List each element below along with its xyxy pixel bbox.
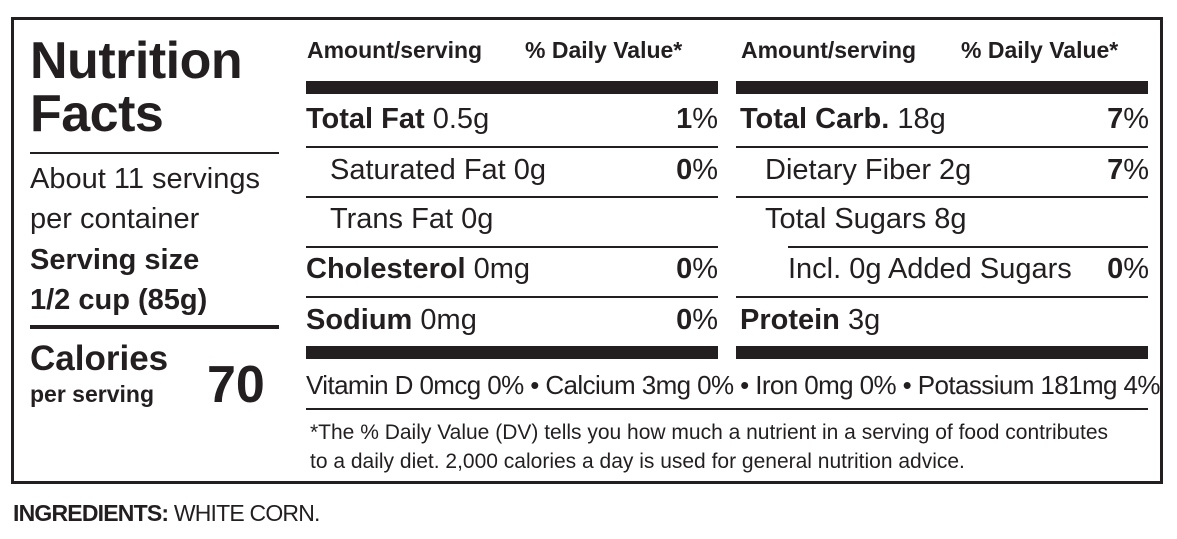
left-header-amount: Amount/serving xyxy=(307,37,483,63)
pct-dietary-fiber: 7% xyxy=(1107,154,1149,186)
row-trans-fat: Trans Fat 0g xyxy=(330,203,494,235)
row-added-sugars: Incl. 0g Added Sugars xyxy=(788,253,1072,285)
title-facts: Facts xyxy=(30,85,164,143)
divider xyxy=(306,196,718,198)
nutrient-amount: 0.5g xyxy=(432,103,490,135)
row-sodium: Sodium 0mg xyxy=(306,304,477,337)
divider xyxy=(30,152,279,154)
micronutrients: Vitamin D 0mcg 0% • Calcium 3mg 0% • Iro… xyxy=(306,370,1161,400)
row-saturated-fat: Saturated Fat 0g xyxy=(330,154,547,186)
nutrition-facts-panel xyxy=(11,17,1163,484)
nutrient-name: Total Carb. xyxy=(740,103,890,135)
row-cholesterol: Cholesterol 0mg xyxy=(306,253,530,286)
ingredients-value: WHITE CORN. xyxy=(173,500,321,526)
servings-per-container-2: per container xyxy=(30,203,200,235)
row-total-carb: Total Carb. 18g xyxy=(740,103,946,136)
pct-added-sugars: 0% xyxy=(1107,253,1149,285)
servings-per-container-1: About 11 servings xyxy=(30,163,260,195)
nutrient-name: Total Fat xyxy=(306,103,425,135)
serving-size-label: Serving size xyxy=(30,244,200,276)
divider xyxy=(30,325,279,329)
pct-total-fat: 1% xyxy=(676,103,718,135)
nutrient-amount: 0mg xyxy=(420,304,477,336)
nutrient-amount: 3g xyxy=(847,304,881,336)
footnote-line-1: *The % Daily Value (DV) tells you how mu… xyxy=(310,421,1108,444)
nutrient-amount: 18g xyxy=(897,103,946,135)
ingredients: INGREDIENTS: WHITE CORN. xyxy=(13,500,320,527)
title-nutrition: Nutrition xyxy=(30,32,243,90)
divider xyxy=(788,246,1148,248)
thick-bar xyxy=(306,81,718,94)
calories-label: Calories xyxy=(30,339,169,378)
pct-total-carb: 7% xyxy=(1107,103,1149,135)
row-total-fat: Total Fat 0.5g xyxy=(306,103,489,136)
thick-bar xyxy=(736,81,1148,94)
right-header-dv: % Daily Value* xyxy=(961,37,1119,63)
pct-sodium: 0% xyxy=(676,304,718,336)
divider xyxy=(306,408,1148,410)
pct-saturated-fat: 0% xyxy=(676,154,718,186)
left-header-dv: % Daily Value* xyxy=(525,37,683,63)
calories-value: 70 xyxy=(207,356,265,414)
nutrient-name: Sodium xyxy=(306,304,413,336)
divider xyxy=(736,146,1148,148)
row-total-sugars: Total Sugars 8g xyxy=(765,203,967,235)
nutrient-name: Protein xyxy=(740,304,840,336)
row-protein: Protein 3g xyxy=(740,304,880,337)
serving-size-value: 1/2 cup (85g) xyxy=(30,284,208,316)
row-dietary-fiber: Dietary Fiber 2g xyxy=(765,154,972,186)
divider xyxy=(736,296,1148,298)
pct-cholesterol: 0% xyxy=(676,253,718,285)
divider xyxy=(736,196,1148,198)
right-header-amount: Amount/serving xyxy=(741,37,917,63)
thick-bar xyxy=(736,346,1148,359)
thick-bar xyxy=(306,346,718,359)
divider xyxy=(306,296,718,298)
nutrient-name: Cholesterol xyxy=(306,253,466,285)
ingredients-label: INGREDIENTS: xyxy=(13,500,169,526)
calories-per-serving: per serving xyxy=(30,381,154,407)
divider xyxy=(306,246,718,248)
nutrient-amount: 0mg xyxy=(473,253,531,285)
divider xyxy=(306,146,718,148)
footnote-line-2: to a daily diet. 2,000 calories a day is… xyxy=(310,450,965,473)
